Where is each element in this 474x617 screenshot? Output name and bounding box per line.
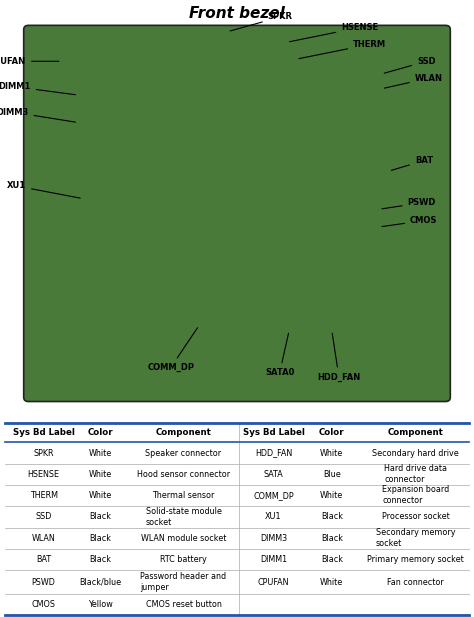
Text: Speaker connector: Speaker connector: [146, 449, 221, 458]
Text: WLAN: WLAN: [384, 73, 443, 88]
Text: White: White: [320, 491, 344, 500]
Text: HSENSE: HSENSE: [27, 470, 60, 479]
Text: RTC battery: RTC battery: [160, 555, 207, 564]
Text: White: White: [320, 449, 344, 458]
Text: HDD_FAN: HDD_FAN: [255, 449, 292, 458]
Text: Black: Black: [90, 534, 111, 543]
Text: Processor socket: Processor socket: [382, 512, 449, 521]
Text: White: White: [89, 449, 112, 458]
Text: Password header and
jumper: Password header and jumper: [140, 572, 227, 592]
Text: XU1: XU1: [265, 512, 282, 521]
Text: Color: Color: [88, 428, 113, 437]
Text: SSD: SSD: [36, 512, 52, 521]
Text: CMOS: CMOS: [32, 600, 55, 610]
Text: White: White: [89, 470, 112, 479]
Text: CMOS reset button: CMOS reset button: [146, 600, 221, 610]
Text: Thermal sensor: Thermal sensor: [152, 491, 215, 500]
Text: SPKR: SPKR: [230, 12, 293, 31]
Text: DIMM1: DIMM1: [0, 82, 75, 95]
Text: HDD_FAN: HDD_FAN: [317, 333, 361, 381]
Text: BAT: BAT: [36, 555, 51, 564]
Text: COMM_DP: COMM_DP: [147, 328, 198, 372]
Text: XU1: XU1: [7, 181, 80, 198]
Text: Front bezel: Front bezel: [189, 6, 285, 22]
Text: THERM: THERM: [299, 40, 386, 59]
Text: Expansion board
connector: Expansion board connector: [382, 485, 449, 505]
Text: Secondary memory
socket: Secondary memory socket: [376, 528, 456, 549]
Text: Black: Black: [321, 534, 343, 543]
Text: Sys Bd Label: Sys Bd Label: [243, 428, 304, 437]
FancyBboxPatch shape: [24, 25, 450, 402]
Text: Primary memory socket: Primary memory socket: [367, 555, 464, 564]
Text: PSWD: PSWD: [32, 578, 55, 587]
Text: COMM_DP: COMM_DP: [253, 491, 294, 500]
Text: Hood sensor connector: Hood sensor connector: [137, 470, 230, 479]
Text: Fan connector: Fan connector: [387, 578, 444, 587]
Text: Sys Bd Label: Sys Bd Label: [13, 428, 74, 437]
Text: Black: Black: [90, 512, 111, 521]
Text: CPUFAN: CPUFAN: [258, 578, 289, 587]
Text: Black: Black: [321, 555, 343, 564]
Text: Black/blue: Black/blue: [80, 578, 121, 587]
Text: DIMM3: DIMM3: [260, 534, 287, 543]
Text: Yellow: Yellow: [88, 600, 113, 610]
Text: SSD: SSD: [384, 57, 436, 73]
Text: SATA0: SATA0: [265, 333, 294, 377]
Text: HSENSE: HSENSE: [290, 23, 378, 42]
Text: WLAN module socket: WLAN module socket: [141, 534, 226, 543]
Text: CMOS: CMOS: [382, 216, 438, 226]
Text: White: White: [89, 491, 112, 500]
Text: Secondary hard drive: Secondary hard drive: [372, 449, 459, 458]
Text: Black: Black: [90, 555, 111, 564]
Text: Color: Color: [319, 428, 345, 437]
Text: THERM: THERM: [29, 491, 58, 500]
Text: Component: Component: [155, 428, 211, 437]
Text: DIMM3: DIMM3: [0, 107, 75, 122]
Text: Solid-state module
socket: Solid-state module socket: [146, 507, 221, 527]
Text: BAT: BAT: [392, 156, 433, 170]
Text: White: White: [320, 578, 344, 587]
Text: SPKR: SPKR: [33, 449, 54, 458]
Text: Black: Black: [321, 512, 343, 521]
Text: Hard drive data
connector: Hard drive data connector: [384, 464, 447, 484]
Text: SATA: SATA: [264, 470, 283, 479]
Text: PSWD: PSWD: [382, 199, 436, 209]
Text: CPUFAN: CPUFAN: [0, 57, 59, 66]
Text: DIMM1: DIMM1: [260, 555, 287, 564]
Text: Blue: Blue: [323, 470, 341, 479]
Text: Component: Component: [388, 428, 444, 437]
Text: WLAN: WLAN: [32, 534, 55, 543]
